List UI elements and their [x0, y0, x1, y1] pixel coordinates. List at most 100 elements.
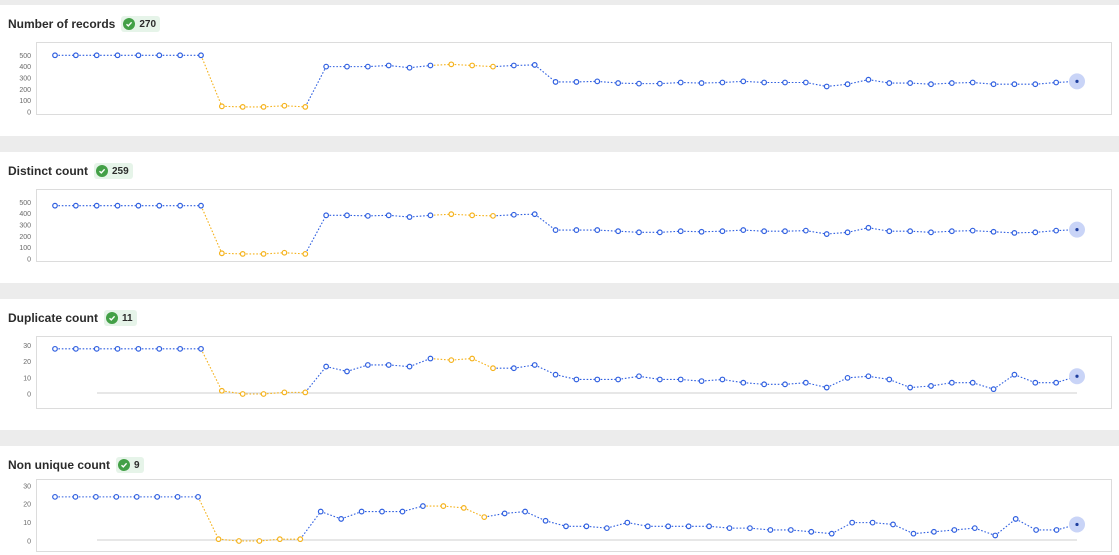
data-point: [1032, 379, 1039, 386]
data-point: [948, 80, 955, 86]
series-line-segment: [513, 64, 535, 67]
data-point: [886, 228, 893, 235]
data-point: [583, 523, 590, 530]
y-tick-label: 400: [19, 64, 31, 71]
data-point: [215, 536, 222, 543]
data-point: [72, 345, 79, 352]
data-point: [276, 536, 283, 543]
status-badge: 9: [115, 457, 144, 473]
series-line-segment: [1014, 231, 1036, 234]
data-point: [636, 80, 642, 87]
series-line-segment: [430, 63, 452, 67]
badge-value: 9: [133, 459, 140, 471]
series-line-segment: [259, 538, 280, 542]
data-point: [969, 79, 976, 86]
badge-value: 259: [112, 165, 129, 177]
series-line-segment: [972, 230, 994, 233]
chart-svg: 0 10 20 30: [23, 483, 1085, 546]
data-point: [385, 362, 392, 368]
series-line-segment: [472, 64, 494, 68]
data-point: [260, 250, 267, 257]
data-point: [865, 76, 872, 83]
data-point: [698, 378, 705, 384]
data-point: [440, 503, 447, 509]
series-line-segment: [847, 227, 869, 233]
series-line-segment: [1014, 374, 1036, 384]
data-point: [93, 202, 100, 209]
data-point: [698, 80, 705, 86]
panel-non-unique-count: Non unique count 9 0 10 20 30: [0, 446, 1119, 555]
series-line-segment: [743, 80, 765, 84]
panel-header: Distinct count 259: [8, 162, 133, 180]
data-point: [951, 527, 958, 533]
data-point: [698, 228, 705, 235]
series-line-segment: [701, 378, 723, 382]
series-line-segment: [451, 357, 473, 361]
data-point: [808, 528, 815, 535]
data-point: [1075, 522, 1079, 527]
chart-area: [36, 42, 1112, 115]
series-line-segment: [951, 230, 973, 232]
data-point: [552, 79, 559, 85]
data-point: [907, 80, 914, 86]
data-point: [573, 227, 580, 233]
data-point: [174, 493, 181, 500]
data-point: [218, 103, 225, 110]
data-point: [198, 202, 204, 209]
data-point: [93, 345, 100, 352]
data-point: [823, 83, 830, 90]
series-line-segment: [805, 230, 827, 235]
data-point: [133, 493, 140, 500]
data-point: [490, 365, 496, 372]
data-point: [603, 525, 610, 532]
data-point: [420, 503, 426, 509]
chart-area: [36, 189, 1112, 262]
panel-header: Number of records 270: [8, 15, 161, 33]
series-line-segment: [484, 512, 505, 518]
series-line-segment: [504, 511, 526, 514]
series-line-segment: [221, 390, 243, 395]
data-point: [338, 516, 345, 522]
data-point: [624, 519, 631, 526]
series-line-segment: [659, 81, 681, 85]
data-point: [52, 345, 58, 352]
series-line-segment: [743, 229, 765, 232]
series-line-segment: [701, 81, 723, 84]
series-line-segment: [847, 375, 869, 379]
data-point: [573, 79, 580, 85]
data-point: [52, 493, 58, 500]
data-point: [1053, 79, 1060, 86]
data-point: [218, 250, 225, 257]
data-point: [990, 81, 997, 88]
data-point: [469, 62, 476, 69]
data-point: [302, 103, 309, 110]
series-line-segment: [709, 525, 730, 529]
data-point: [177, 345, 184, 352]
data-point: [656, 80, 663, 87]
data-point: [323, 212, 330, 219]
data-point: [1053, 527, 1060, 533]
data-point: [928, 81, 934, 88]
data-point: [594, 376, 601, 383]
check-circle-icon: [117, 459, 130, 471]
series-line-segment: [954, 527, 975, 531]
data-point: [552, 371, 559, 378]
series-line-segment: [221, 105, 243, 108]
series-line-segment: [892, 523, 914, 535]
check-circle-icon: [96, 165, 108, 177]
status-badge: 11: [104, 310, 137, 326]
series-line-segment: [627, 522, 648, 527]
data-point: [358, 508, 365, 515]
data-point: [198, 52, 204, 59]
data-point: [828, 530, 835, 537]
data-point: [761, 228, 768, 235]
data-point: [782, 381, 788, 388]
data-point: [1011, 230, 1018, 236]
series-line-segment: [430, 357, 452, 361]
data-point: [236, 538, 242, 544]
data-point: [1075, 228, 1079, 232]
data-point: [886, 376, 893, 383]
data-point: [1032, 229, 1039, 236]
data-point: [501, 510, 508, 517]
series-line-segment: [618, 230, 640, 233]
